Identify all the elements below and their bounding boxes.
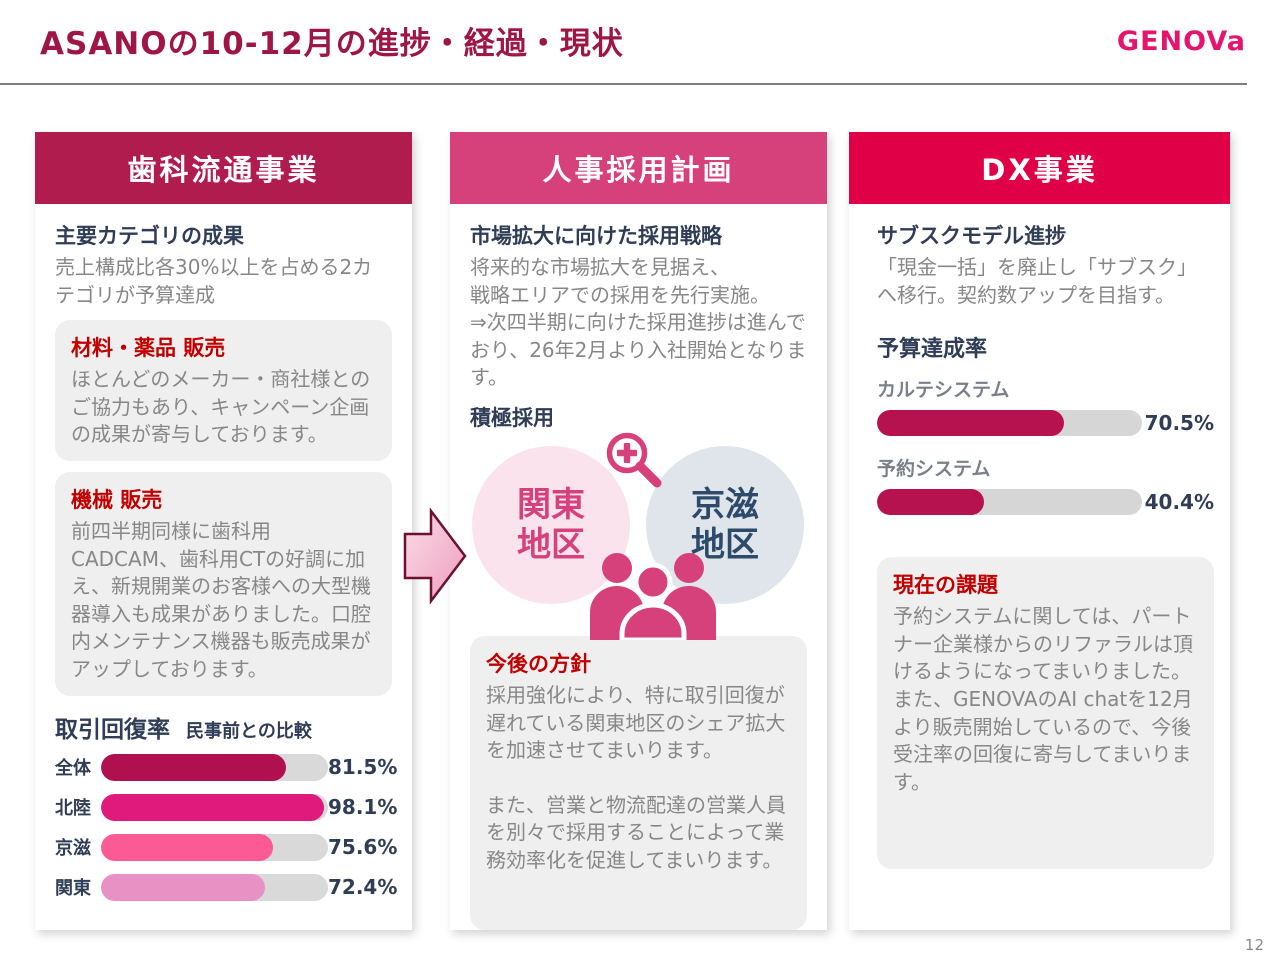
- progress-track: [877, 489, 1142, 516]
- progress-row-karte: 70.5%: [877, 410, 1214, 437]
- card-title-future-policy: 今後の方針: [486, 651, 591, 676]
- bar-fill: [101, 833, 273, 861]
- bar-value: 98.1%: [328, 795, 398, 820]
- progress-track: [877, 410, 1142, 437]
- magnifier-plus-icon: [602, 428, 668, 498]
- progress-fill: [877, 410, 1064, 437]
- card-current-issues: 現在の課題 予約システムに関しては、パートナー企業様からのリファラルは頂けるよう…: [877, 557, 1214, 870]
- panel-header-hr: 人事採用計画: [450, 132, 827, 204]
- bar-fill: [101, 873, 266, 901]
- page-title: ASANOの10-12月の進捗・経過・現状: [40, 26, 624, 62]
- card-text-current-issues: 予約システムに関しては、パートナー企業様からのリファラルは頂けるようになってまい…: [893, 604, 1193, 794]
- card-title-current-issues: 現在の課題: [893, 573, 998, 598]
- card-text-future-policy-2: また、営業と物流配達の営業人員を別々で採用することによって業務効率化を促進してま…: [486, 792, 786, 872]
- right-arrow-icon: [402, 505, 468, 611]
- recovery-chart-header: 取引回復率 民事前との比較: [55, 710, 392, 744]
- panel-body-hr: 市場拡大に向けた採用戦略 将来的な市場拡大を見据え、 戦略エリアでの採用を先行実…: [450, 204, 827, 930]
- region-venn-diagram: 関東 地区 京滋 地区: [470, 432, 807, 643]
- card-title-machinery: 機械 販売: [71, 487, 163, 512]
- paragraph-spacer: [486, 765, 791, 792]
- keiji-region-circle: 京滋 地区: [646, 445, 804, 604]
- section-title-key-categories: 主要カテゴリの成果: [55, 224, 244, 248]
- section-title-budget-achievement: 予算達成率: [877, 337, 988, 363]
- panel-dental-distribution: 歯科流通事業 主要カテゴリの成果 売上構成比各30%以上を占める2カテゴリが予算…: [35, 132, 412, 930]
- section-text-key-categories: 売上構成比各30%以上を占める2カテゴリが予算達成: [55, 255, 373, 307]
- page-number: 12: [1244, 936, 1264, 954]
- bar-track: [101, 793, 328, 821]
- section-text-subscription: 「現金一括」を廃止し「サブスク」へ移行。契約数アップを目指す。: [877, 255, 1197, 307]
- bar-label: 関東: [55, 878, 91, 900]
- bar-fill: [101, 753, 286, 781]
- bar-label: 全体: [55, 758, 91, 780]
- progress-label-reservation: 予約システム: [877, 458, 991, 481]
- genova-logo: GENOVa: [1116, 26, 1246, 57]
- bar-row-kanto: 関東 72.4%: [55, 873, 398, 901]
- recovery-chart-subtitle: 民事前との比較: [186, 720, 312, 742]
- recovery-bar-chart: 全体 81.5% 北陸 98.1% 京滋: [55, 753, 398, 901]
- panel-header-dx: DX事業: [849, 132, 1230, 204]
- section-title-subscription: サブスクモデル進捗: [877, 224, 1066, 248]
- section-title-hiring-strategy: 市場拡大に向けた採用戦略: [470, 224, 722, 248]
- panel-hr-recruitment: 人事採用計画 市場拡大に向けた採用戦略 将来的な市場拡大を見据え、 戦略エリアで…: [450, 132, 827, 930]
- progress-label-karte: カルテシステム: [877, 379, 1010, 402]
- card-machinery-sales: 機械 販売 前四半期同様に歯科用CADCAM、歯科用CTの好調に加え、新規開業の…: [55, 471, 392, 696]
- bar-row-keiji: 京滋 75.6%: [55, 833, 398, 861]
- panel-body-dx: サブスクモデル進捗 「現金一括」を廃止し「サブスク」へ移行。契約数アップを目指す…: [849, 204, 1230, 930]
- card-materials-sales: 材料・薬品 販売 ほとんどのメーカー・商社様とのご協力もあり、キャンペーン企画の…: [55, 320, 392, 461]
- section-text-hiring-strategy: 将来的な市場拡大を見据え、 戦略エリアでの採用を先行実施。 ⇒次四半期に向けた採…: [470, 255, 807, 390]
- bar-value: 72.4%: [328, 875, 398, 900]
- card-title-materials: 材料・薬品 販売: [71, 336, 226, 361]
- header-divider: [0, 83, 1247, 85]
- progress-row-reservation: 40.4%: [877, 489, 1214, 516]
- bar-label: 京滋: [55, 838, 91, 860]
- progress-fill: [877, 489, 985, 516]
- bar-track: [101, 753, 328, 781]
- bar-label: 北陸: [55, 798, 91, 820]
- panel-body-dental: 主要カテゴリの成果 売上構成比各30%以上を占める2カテゴリが予算達成 材料・薬…: [35, 204, 412, 930]
- section-title-active-hiring: 積極採用: [470, 405, 554, 430]
- progress-value: 40.4%: [1144, 490, 1214, 515]
- panel-header-dental: 歯科流通事業: [35, 132, 412, 204]
- panel-dx-business: DX事業 サブスクモデル進捗 「現金一括」を廃止し「サブスク」へ移行。契約数アッ…: [849, 132, 1230, 930]
- card-future-policy: 今後の方針 採用強化により、特に取引回復が遅れている関東地区のシェア拡大を加速さ…: [470, 635, 807, 930]
- bar-value: 75.6%: [328, 835, 398, 860]
- card-text-materials: ほとんどのメーカー・商社様とのご協力もあり、キャンペーン企画の成果が寄与しており…: [71, 367, 371, 447]
- card-text-future-policy-1: 採用強化により、特に取引回復が遅れている関東地区のシェア拡大を加速させてまいりま…: [486, 682, 786, 763]
- bar-fill: [101, 793, 324, 821]
- bar-row-overall: 全体 81.5%: [55, 753, 398, 781]
- bar-row-hokuriku: 北陸 98.1%: [55, 793, 398, 821]
- bar-track: [101, 833, 328, 861]
- bar-value: 81.5%: [328, 755, 398, 780]
- card-text-machinery: 前四半期同様に歯科用CADCAM、歯科用CTの好調に加え、新規開業のお客様への大…: [71, 518, 371, 681]
- people-group-icon: [578, 550, 728, 644]
- bar-track: [101, 873, 328, 901]
- progress-value: 70.5%: [1144, 411, 1214, 436]
- kanto-region-circle: 関東 地区: [472, 445, 630, 604]
- recovery-chart-title: 取引回復率: [55, 716, 170, 743]
